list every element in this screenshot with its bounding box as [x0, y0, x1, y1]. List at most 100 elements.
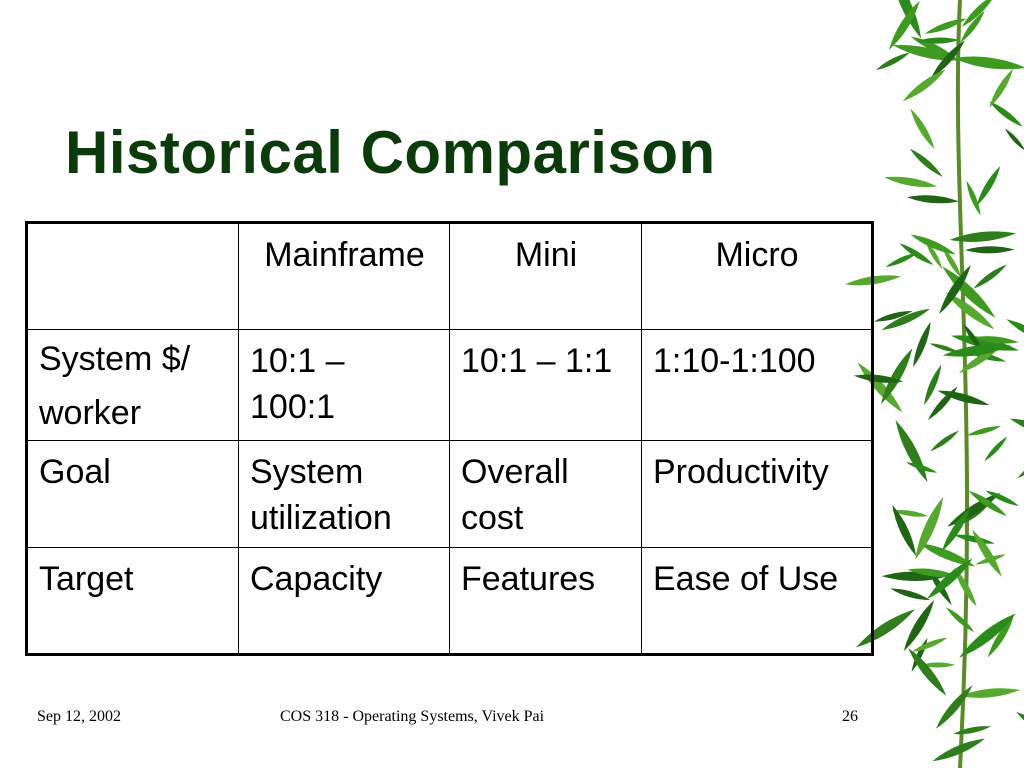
bamboo-leaf	[966, 426, 1002, 436]
footer-page: 26	[842, 708, 858, 725]
bamboo-leaf	[984, 436, 1008, 462]
bamboo-leaf	[937, 390, 990, 405]
bamboo-leaf	[949, 231, 1016, 242]
bamboo-leaf	[916, 37, 960, 44]
bamboo-leaf	[925, 239, 943, 269]
bamboo-decoration	[845, 0, 1024, 768]
bamboo-leaf	[964, 246, 1015, 254]
bamboo-leaf	[906, 195, 959, 204]
bamboo-leaf	[945, 292, 995, 330]
bamboo-leaf	[953, 726, 992, 735]
bamboo-leaf	[873, 310, 913, 322]
bamboo-leaf	[1006, 319, 1024, 345]
bamboo-leaf	[972, 529, 1002, 577]
bamboo-leaf	[908, 648, 947, 696]
bamboo-leaf	[880, 348, 913, 405]
cell: Overall cost	[449, 440, 642, 548]
bamboo-leaf	[966, 180, 981, 216]
bamboo-leaf	[930, 40, 965, 79]
bamboo-leaf	[972, 336, 1019, 344]
bamboo-leaf	[910, 234, 956, 255]
bamboo-leaf	[932, 738, 986, 762]
bamboo-leaf	[888, 0, 920, 50]
bamboo-leaf	[1009, 418, 1024, 443]
bamboo-leaf	[1004, 128, 1024, 151]
bamboo-leaf	[1016, 711, 1024, 751]
bamboo-leaf	[942, 246, 962, 279]
bamboo-leaf	[891, 0, 935, 1]
slide-title: Historical Comparison	[65, 119, 716, 186]
table-row: Target Capacity Features Ease of Use	[26, 547, 873, 655]
bamboo-leaf	[958, 346, 1001, 374]
bamboo-leaf	[942, 266, 996, 318]
bamboo-leaf	[989, 68, 1014, 108]
bamboo-leaf	[989, 101, 1023, 127]
cell: Productivity	[641, 440, 873, 548]
bamboo-leaf	[891, 510, 929, 517]
header-cell: Mainframe	[238, 222, 450, 330]
row-label: Goal	[26, 440, 239, 548]
bamboo-leaf	[939, 265, 971, 315]
bamboo-leaf	[924, 18, 967, 34]
row-label: Target	[26, 547, 239, 655]
bamboo-leaf	[985, 490, 1019, 506]
bamboo-leaf	[895, 420, 928, 483]
bamboo-stem	[955, 0, 970, 768]
bamboo-leaf	[912, 637, 948, 652]
cell: 10:1 – 1:1	[449, 329, 642, 441]
bamboo-leaf	[976, 166, 1001, 206]
bamboo-leaf	[946, 607, 975, 633]
comparison-table: Mainframe Mini Micro System $/ worker 10…	[25, 221, 874, 656]
bamboo-leaf	[959, 688, 1021, 698]
table-row: System $/ worker 10:1 – 100:1 10:1 – 1:1…	[26, 329, 873, 441]
bamboo-leaf	[987, 616, 1014, 658]
bamboo-leaf	[926, 558, 973, 600]
bamboo-leaf	[942, 344, 1011, 357]
bamboo-leaf	[884, 176, 938, 187]
bamboo-leaf	[913, 321, 931, 368]
header-cell	[26, 222, 239, 330]
cell: Ease of Use	[641, 547, 873, 655]
bamboo-leaf	[959, 613, 1016, 658]
bamboo-leaf	[920, 662, 956, 668]
cell: Features	[449, 547, 642, 655]
table-row: Goal System utilization Overall cost Pro…	[26, 440, 873, 548]
bamboo-leaf	[892, 504, 917, 556]
bamboo-leaf	[941, 507, 971, 552]
bamboo-leaf	[961, 0, 996, 28]
bamboo-leaf	[910, 108, 935, 150]
bamboo-leaf	[954, 567, 977, 607]
bamboo-leaf	[892, 45, 961, 61]
bamboo-leaf	[968, 490, 1007, 517]
bamboo-leaf	[875, 52, 910, 71]
bamboo-leaf	[905, 462, 938, 473]
bamboo-leaf	[935, 685, 973, 729]
bamboo-leaf	[903, 600, 935, 652]
bamboo-leaf	[924, 364, 942, 406]
bamboo-leaf	[915, 497, 944, 560]
bamboo-leaf	[902, 69, 946, 102]
bamboo-leaf	[891, 0, 922, 39]
bamboo-leaf	[952, 56, 1024, 70]
bamboo-leaf	[909, 148, 943, 177]
footer-date: Sep 12, 2002	[37, 708, 121, 725]
bamboo-leaf	[930, 430, 959, 452]
bamboo-leaf	[857, 362, 903, 413]
cell: Capacity	[238, 547, 450, 655]
bamboo-leaf	[973, 264, 1007, 289]
header-row: Mainframe Mini Micro	[26, 222, 873, 330]
bamboo-leaf	[885, 252, 918, 268]
bamboo-leaf	[890, 588, 931, 601]
footer-course: COS 318 - Operating Systems, Vivek Pai	[280, 708, 545, 725]
bamboo-leaf	[907, 568, 958, 578]
bamboo-leaf	[929, 343, 959, 353]
bamboo-leaf	[960, 10, 985, 44]
cell: System utilization	[238, 440, 450, 548]
cell: 10:1 – 100:1	[238, 329, 450, 441]
row-label: System $/ worker	[26, 329, 239, 441]
bamboo-leaf	[899, 243, 934, 265]
bamboo-leaf	[918, 543, 976, 567]
header-cell: Mini	[449, 222, 642, 330]
header-cell: Micro	[641, 222, 873, 330]
